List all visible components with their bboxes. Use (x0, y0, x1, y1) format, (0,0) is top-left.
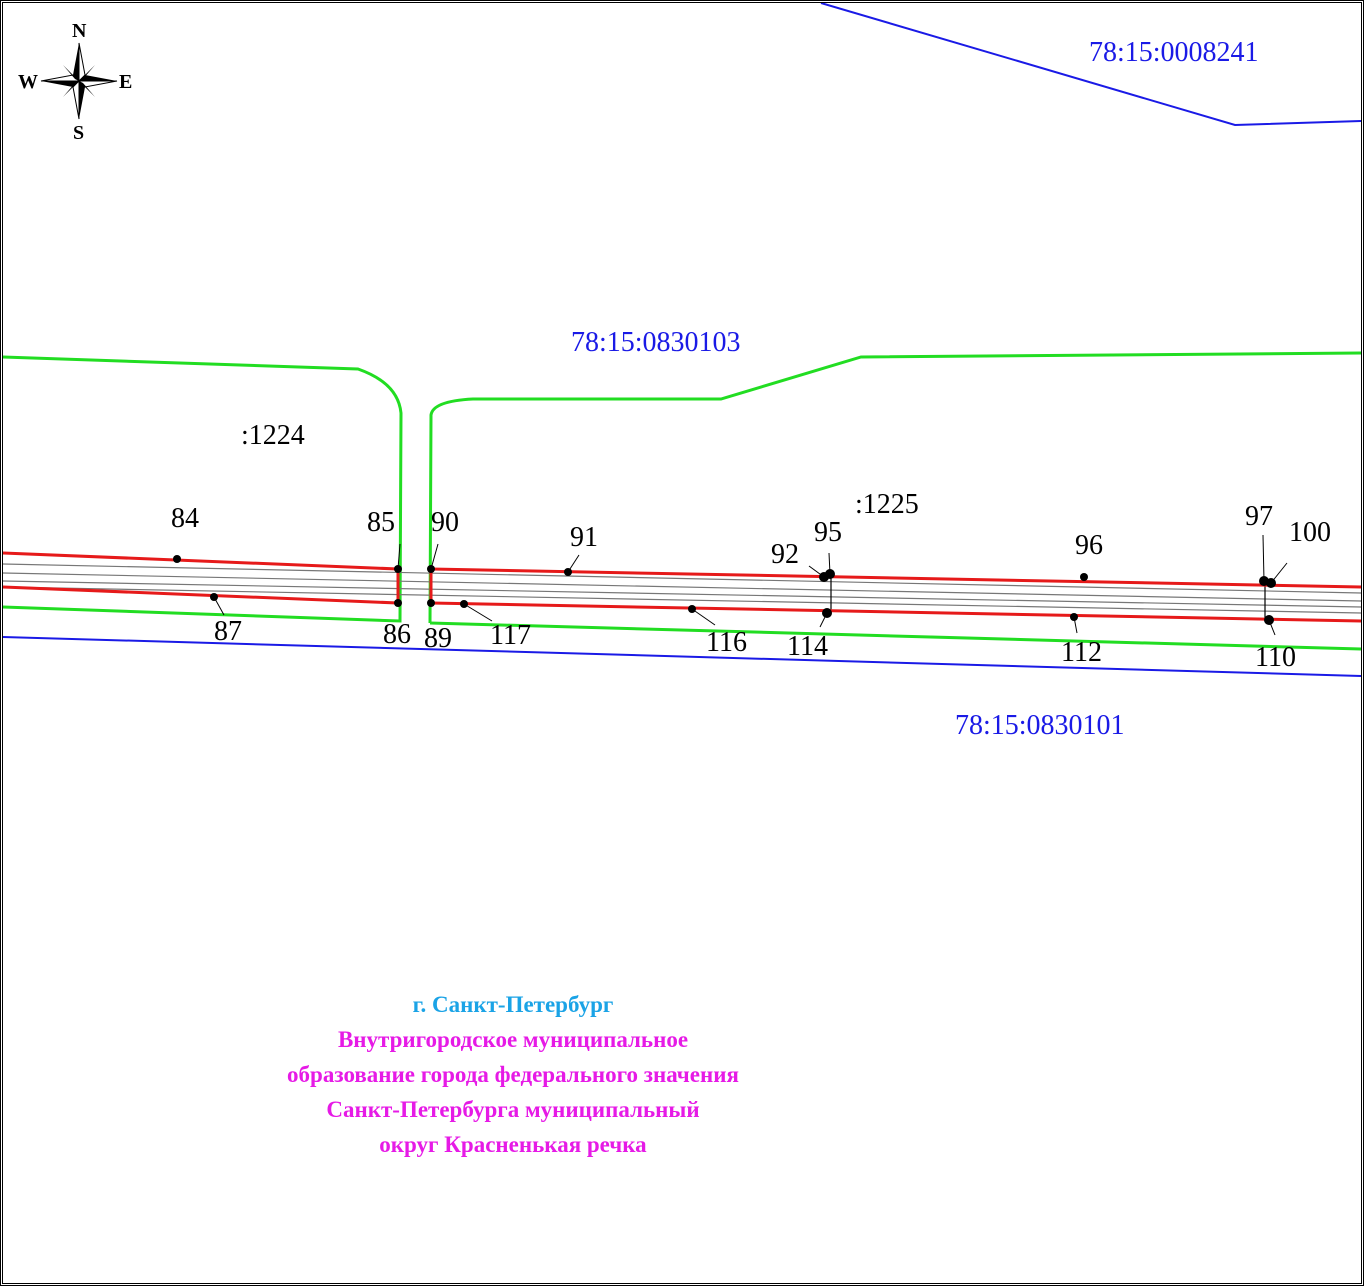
point-label-112: 112 (1061, 637, 1102, 668)
point-label-97: 97 (1245, 501, 1273, 532)
point-label-90: 90 (431, 507, 459, 538)
road-lines (3, 563, 1361, 614)
point-label-117: 117 (490, 620, 531, 651)
point-label-89: 89 (424, 623, 452, 654)
cadastral-boundary-bottom (3, 636, 1361, 677)
point-label-92: 92 (771, 539, 799, 570)
municipality-line-4: округ Красненькая речка (379, 1132, 647, 1157)
compass-south-label: S (73, 122, 84, 144)
compass-east-label: E (119, 71, 132, 93)
cadastral-label-0008241: 78:15:0008241 (1089, 37, 1259, 68)
compass-rose-icon: N S E W (18, 20, 132, 144)
point-label-91: 91 (570, 522, 598, 553)
point-label-116: 116 (706, 627, 747, 658)
point-marker-84 (173, 555, 181, 563)
point-marker-86 (394, 599, 402, 607)
point-label-96: 96 (1075, 530, 1103, 561)
easement-boundary (3, 551, 1361, 623)
point-marker-96 (1080, 573, 1088, 581)
parcel-label-1225: :1225 (855, 489, 919, 520)
point-label-100: 100 (1289, 517, 1331, 548)
parcel-label-1224: :1224 (241, 420, 305, 451)
cadastral-boundary-top (820, 3, 1361, 127)
point-label-85: 85 (367, 507, 395, 538)
point-label-95: 95 (814, 517, 842, 548)
parcel-boundary-1224 (3, 355, 403, 623)
municipality-line-1: Внутригородское муниципальное (337, 1027, 689, 1052)
municipality-caption: г. Санкт-Петербург Внутригородское муниц… (203, 987, 823, 1162)
point-label-110: 110 (1255, 642, 1296, 673)
parcel-boundary-south (429, 621, 1361, 651)
point-label-114: 114 (787, 631, 828, 662)
point-label-84: 84 (171, 503, 199, 534)
city-name: г. Санкт-Петербург (412, 992, 614, 1017)
cadastral-label-0830101: 78:15:0830101 (955, 710, 1125, 741)
municipality-line-3: Санкт-Петербурга муниципальный (326, 1097, 700, 1122)
parcel-boundary-1225 (428, 351, 1361, 624)
compass-west-label: W (18, 71, 38, 93)
point-label-87: 87 (214, 616, 242, 647)
cadastral-label-0830103: 78:15:0830103 (571, 327, 741, 358)
label-leaders (213, 534, 1288, 636)
map-drawing: 84 85 90 91 92 95 96 97 100 87 86 89 117… (3, 3, 1361, 741)
segment-dividers (830, 577, 1266, 621)
compass-north-label: N (72, 20, 87, 42)
municipality-line-2: образование города федерального значения (287, 1062, 739, 1087)
point-label-86: 86 (383, 619, 411, 650)
point-marker-89 (427, 599, 435, 607)
